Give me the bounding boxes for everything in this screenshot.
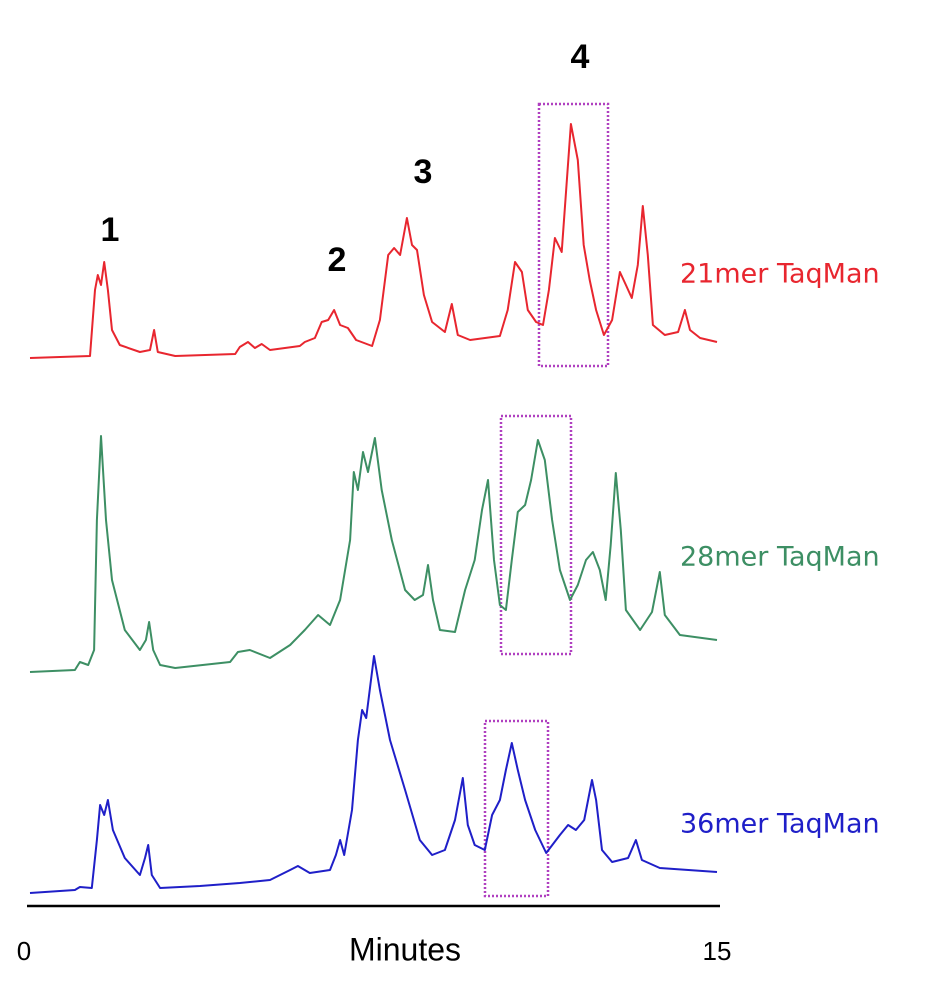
trace	[29, 123, 718, 359]
highlight-box	[499, 414, 573, 656]
trace	[29, 435, 718, 673]
highlight-box	[483, 719, 550, 898]
highlight-box	[537, 102, 610, 368]
peak-label: 1	[101, 211, 120, 249]
x-tick-label: 0	[17, 936, 31, 966]
x-tick-label: 15	[703, 936, 732, 966]
trace	[29, 655, 718, 894]
series-label: 36mer TaqMan	[680, 809, 880, 840]
series-label: 21mer TaqMan	[680, 259, 880, 290]
peak-label: 2	[328, 241, 347, 279]
series-label: 28mer TaqMan	[680, 542, 880, 573]
x-axis-label: Minutes	[349, 931, 461, 967]
peak-label: 4	[571, 38, 590, 76]
peak-label: 3	[414, 153, 433, 191]
